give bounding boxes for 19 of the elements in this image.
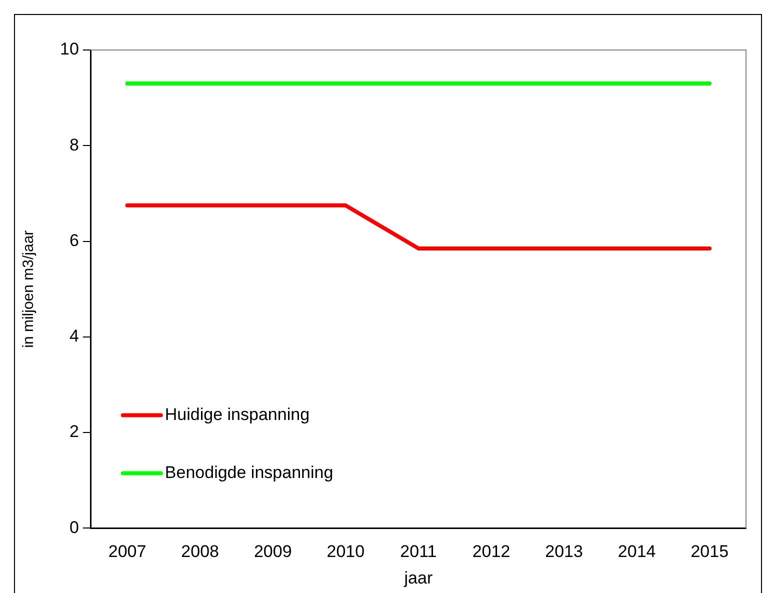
x-tick-label: 2015: [690, 542, 729, 562]
legend-label: Benodigde inspanning: [164, 462, 334, 482]
legend-label: Huidige inspanning: [164, 404, 310, 424]
y-tick-label: 10: [60, 40, 79, 59]
y-tick-label: 8: [69, 135, 79, 154]
y-tick-label: 6: [69, 230, 79, 250]
x-tick-label: 2012: [472, 542, 510, 562]
x-tick-label: 2008: [181, 542, 220, 562]
y-axis-title: in miljoen m3/jaar: [20, 230, 38, 348]
y-tick-label: 4: [69, 326, 79, 346]
y-tick-label: 2: [69, 422, 79, 442]
y-tick-label: 0: [69, 518, 79, 537]
x-tick-label: 2010: [326, 542, 365, 562]
x-tick-label: 2011: [400, 542, 437, 562]
x-tick-label: 2009: [254, 542, 292, 562]
x-tick-label: 2013: [545, 542, 583, 562]
x-axis-title: jaar: [403, 568, 433, 588]
x-tick-label: 2014: [618, 542, 656, 562]
x-tick-label: 2007: [108, 542, 146, 562]
